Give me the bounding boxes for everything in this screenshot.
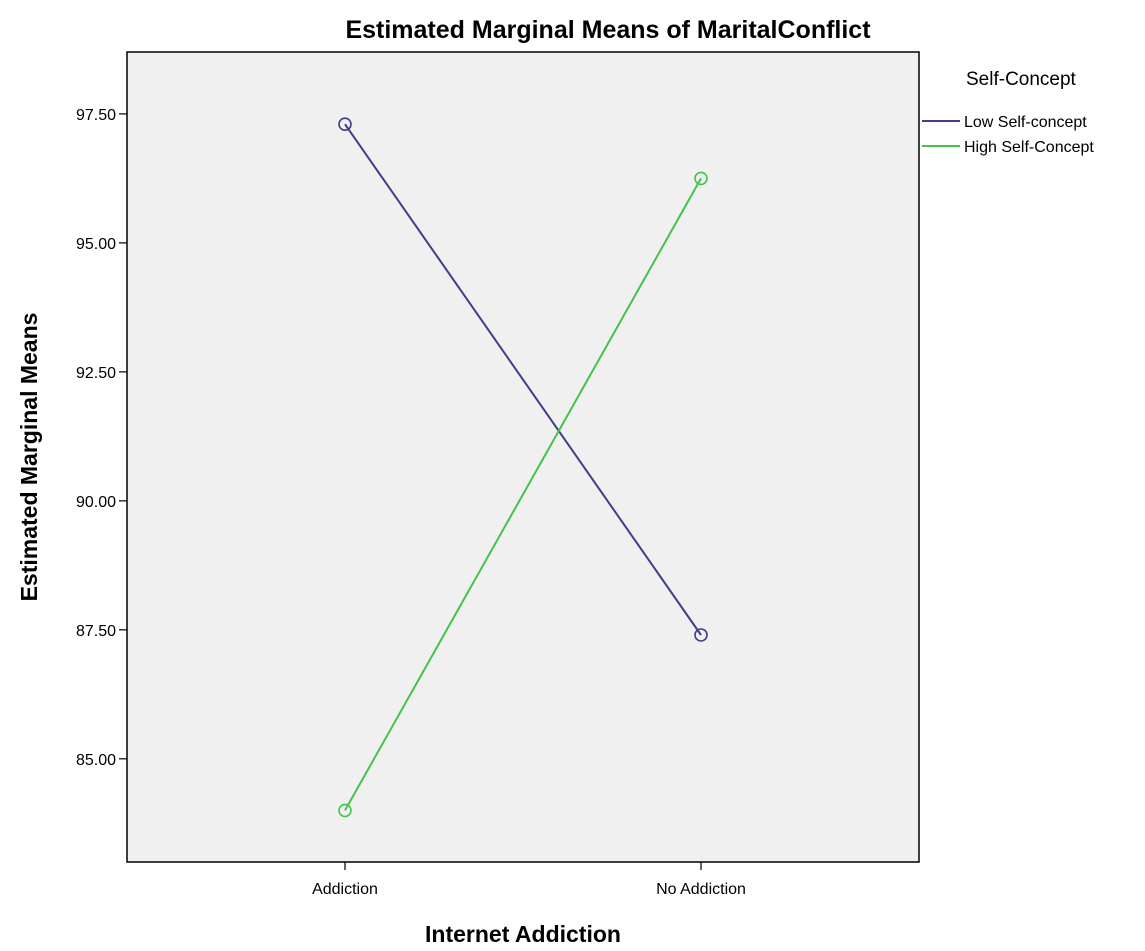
legend: Self-Concept Low Self-concept High Self-C… [922, 69, 1094, 156]
y-axis-title: Estimated Marginal Means [16, 313, 42, 602]
series-line [344, 177, 702, 811]
x-axis: Addiction No Addiction [312, 862, 746, 898]
series-line [344, 123, 702, 636]
data-point-marker [338, 117, 352, 132]
plot-area [126, 51, 920, 863]
y-tick-label: 97.50 [76, 107, 116, 124]
y-tick-label: 87.50 [76, 623, 116, 640]
chart-title: Estimated Marginal Means of MaritalConfl… [345, 16, 871, 44]
x-axis-title: Internet Addiction [425, 921, 621, 947]
x-tick-label: Addiction [312, 881, 378, 898]
data-point-marker [338, 803, 352, 818]
y-tick-label: 85.00 [76, 752, 116, 769]
y-tick-label: 95.00 [76, 236, 116, 253]
legend-label: Low Self-concept [964, 114, 1087, 131]
y-tick-label: 92.50 [76, 365, 116, 382]
series-layer [338, 117, 708, 818]
legend-label: High Self-Concept [964, 139, 1094, 156]
y-tick-label: 90.00 [76, 494, 116, 511]
data-point-marker [694, 171, 708, 186]
legend-title: Self-Concept [966, 69, 1077, 90]
x-tick-label: No Addiction [656, 881, 746, 898]
data-point-marker [694, 628, 708, 642]
y-axis: 85.00 87.50 90.00 92.50 95.00 97.50 [76, 107, 127, 769]
